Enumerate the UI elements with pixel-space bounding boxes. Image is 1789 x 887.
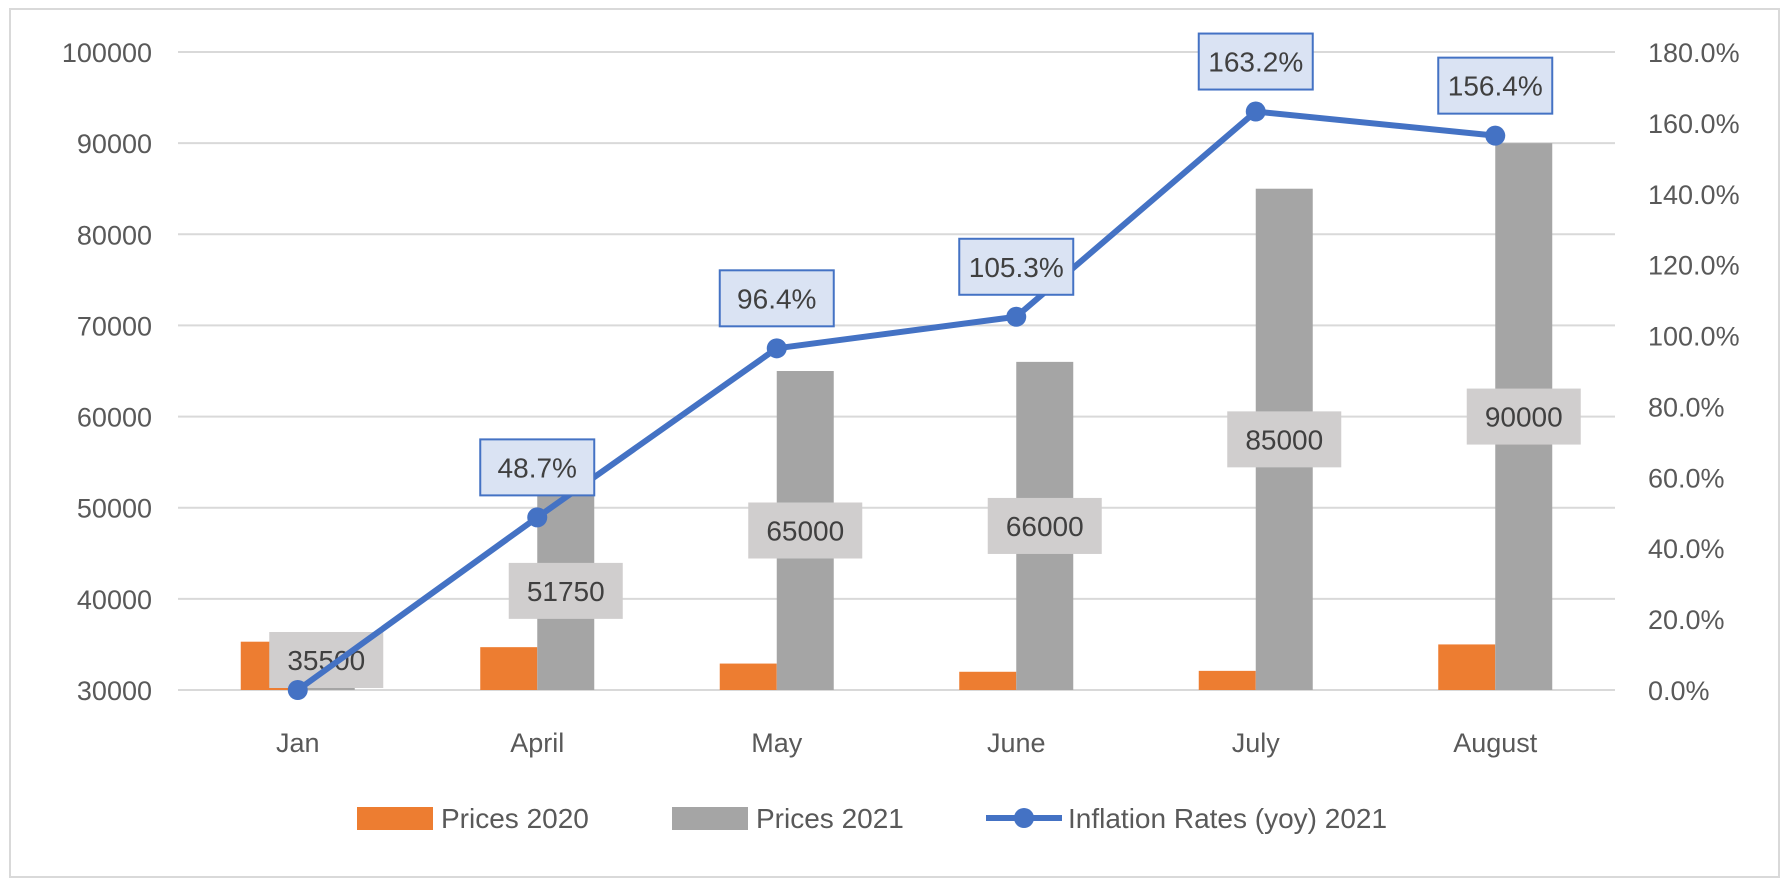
x-tick-label: July — [1232, 728, 1281, 758]
line-data-label-box — [1197, 32, 1314, 91]
bar-data-label: 66000 — [1006, 511, 1084, 542]
x-tick-label: August — [1453, 728, 1538, 758]
y-left-tick-label: 70000 — [77, 311, 152, 341]
line-data-label-box — [479, 438, 596, 497]
line-data-label: 156.4% — [1448, 71, 1543, 102]
line-data-label: 96.4% — [737, 283, 816, 314]
legend-label: Inflation Rates (yoy) 2021 — [1068, 803, 1387, 834]
y-right-tick-label: 180.0% — [1648, 38, 1740, 68]
bar-data-label: 51750 — [527, 576, 605, 607]
y-left-tick-label: 60000 — [77, 403, 152, 433]
inflation-point — [527, 507, 548, 528]
bar-data-label-box — [1466, 388, 1581, 445]
y-right-tick-label: 140.0% — [1648, 180, 1740, 210]
y-right-tick-label: 60.0% — [1648, 463, 1725, 493]
x-tick-label: May — [751, 728, 803, 758]
inflation-point — [287, 680, 308, 700]
line-data-label: 48.7% — [498, 452, 577, 483]
y-right-tick-label: 120.0% — [1648, 251, 1740, 281]
inflation-point — [1485, 125, 1506, 146]
legend-label: Prices 2020 — [441, 803, 589, 834]
bar-data-label-box — [1227, 411, 1342, 468]
legend-marker — [1014, 808, 1034, 828]
x-tick-label: June — [987, 728, 1046, 758]
legend-label: Prices 2021 — [756, 803, 904, 834]
y-left-tick-label: 90000 — [77, 129, 152, 159]
legend-swatch — [357, 807, 433, 830]
bar-prices-2020 — [719, 663, 777, 690]
inflation-point — [1245, 101, 1266, 122]
y-left-tick-label: 40000 — [77, 585, 152, 615]
y-right-tick-label: 20.0% — [1648, 605, 1725, 635]
y-left-tick-label: 100000 — [62, 38, 152, 68]
bar-prices-2020 — [959, 671, 1017, 690]
bar-prices-2020 — [1438, 644, 1496, 690]
line-data-label-box — [1437, 56, 1554, 115]
bar-data-label-box — [987, 497, 1102, 554]
line-data-label-box — [958, 237, 1075, 296]
bar-prices-2020 — [480, 647, 538, 690]
inflation-point — [1006, 306, 1027, 327]
y-left-tick-label: 80000 — [77, 220, 152, 250]
y-right-tick-label: 0.0% — [1648, 676, 1710, 706]
inflation-point — [766, 338, 787, 359]
y-right-tick-label: 80.0% — [1648, 392, 1725, 422]
bar-data-label-box — [508, 562, 623, 619]
y-left-tick-label: 50000 — [77, 494, 152, 524]
bar-data-label: 85000 — [1245, 424, 1323, 455]
x-tick-label: April — [510, 728, 564, 758]
x-tick-label: Jan — [276, 728, 320, 758]
bar-data-label-box — [748, 502, 863, 559]
bar-data-label: 90000 — [1485, 402, 1563, 433]
y-right-tick-label: 160.0% — [1648, 109, 1740, 139]
line-data-label: 105.3% — [969, 252, 1064, 283]
line-data-label-box — [718, 269, 835, 328]
y-right-tick-label: 40.0% — [1648, 534, 1725, 564]
inflation-line — [295, 108, 1496, 693]
legend-swatch — [672, 807, 748, 830]
bar-data-label: 65000 — [766, 516, 844, 547]
y-right-tick-label: 100.0% — [1648, 322, 1740, 352]
bar-prices-2020 — [1198, 670, 1256, 690]
y-left-tick-label: 30000 — [77, 676, 152, 706]
line-data-label: 163.2% — [1208, 47, 1303, 78]
